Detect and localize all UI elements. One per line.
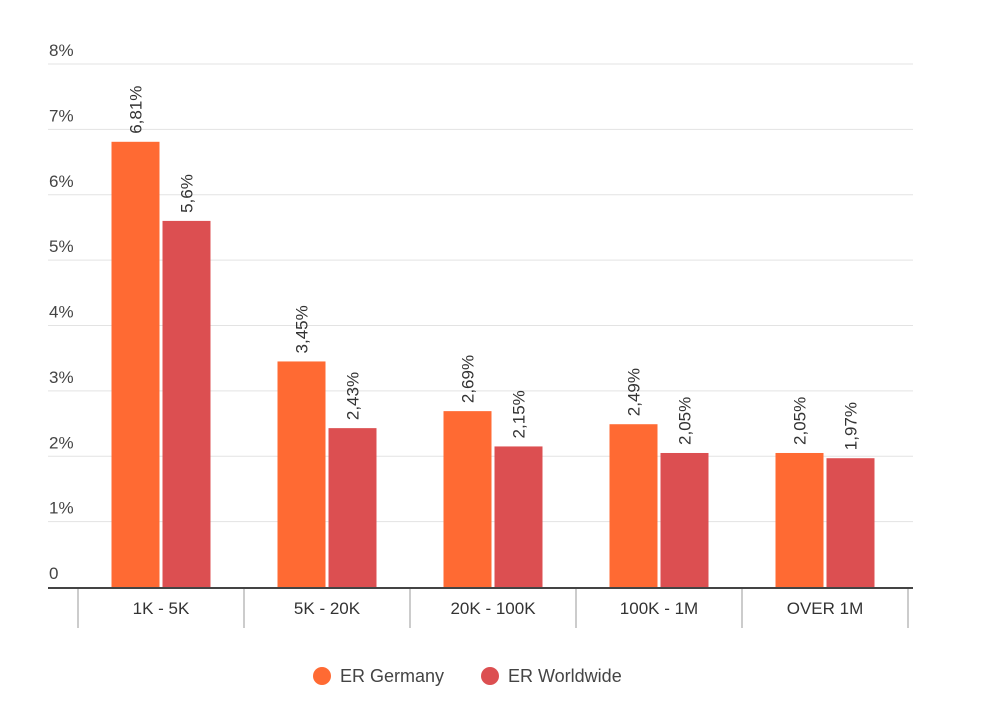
x-tick-label: OVER 1M <box>787 599 864 618</box>
legend-marker <box>481 667 499 685</box>
bar <box>277 361 326 587</box>
data-label: 2,49% <box>625 368 644 416</box>
y-tick-label: 5% <box>49 237 74 256</box>
data-label: 3,45% <box>293 305 312 353</box>
x-axis-ticks: 1K - 5K 5K - 20K 20K - 100K 100K - 1M OVER 1… <box>133 599 864 618</box>
bar <box>609 424 658 587</box>
y-tick-label: 3% <box>49 368 74 387</box>
data-labels: 6,81% 5,6% 3,45% 2,43% 2,69% 2,15% 2,49% 2,05% 2… <box>127 86 861 451</box>
x-tick-label: 100K - 1M <box>620 599 698 618</box>
data-label: 6,81% <box>127 86 146 134</box>
bar <box>443 411 492 587</box>
legend-label: ER Germany <box>340 666 444 686</box>
bar <box>328 428 377 587</box>
y-tick-label: 6% <box>49 172 74 191</box>
x-tick-label: 1K - 5K <box>133 599 190 618</box>
data-label: 2,43% <box>344 372 363 420</box>
y-tick-label: 8% <box>49 41 74 60</box>
data-label: 2,15% <box>510 390 529 438</box>
bar <box>162 220 211 587</box>
bars <box>111 141 875 587</box>
data-label: 5,6% <box>178 174 197 213</box>
y-tick-label: 7% <box>49 106 74 125</box>
x-tick-label: 20K - 100K <box>450 599 536 618</box>
bar <box>111 141 160 587</box>
bar <box>660 452 709 587</box>
y-tick-label: 2% <box>49 433 74 452</box>
data-label: 2,05% <box>676 397 695 445</box>
bar <box>494 446 543 587</box>
x-tick-label: 5K - 20K <box>294 599 361 618</box>
y-tick-label: 4% <box>49 303 74 322</box>
legend-marker <box>313 667 331 685</box>
x-axis <box>48 587 913 628</box>
y-axis-ticks: 0 1% 2% 3% 4% 5% 6% 7% 8% <box>49 41 74 583</box>
legend-label: ER Worldwide <box>508 666 622 686</box>
data-label: 1,97% <box>842 402 861 450</box>
y-tick-label: 0 <box>49 564 58 583</box>
bar <box>826 458 875 587</box>
data-label: 2,05% <box>791 397 810 445</box>
y-tick-label: 1% <box>49 499 74 518</box>
legend: ER Germany ER Worldwide <box>313 666 622 686</box>
data-label: 2,69% <box>459 355 478 403</box>
bar <box>775 452 824 587</box>
